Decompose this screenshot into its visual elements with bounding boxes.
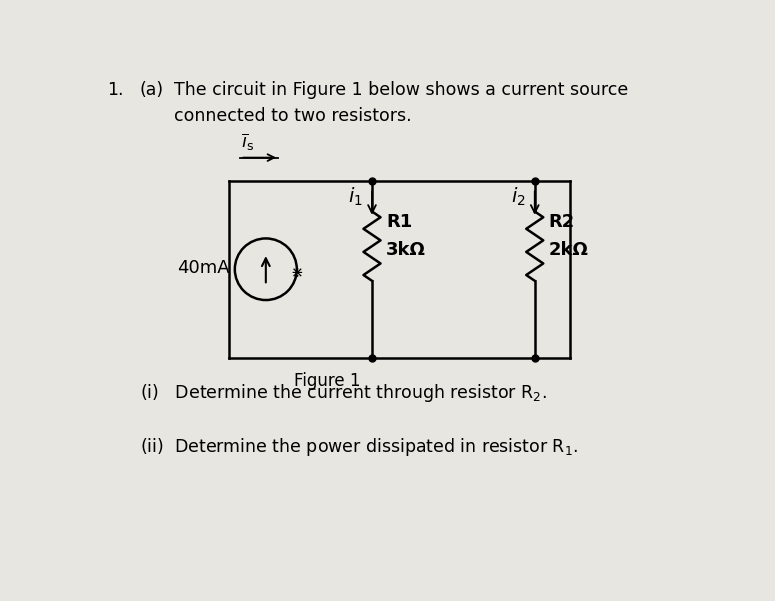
Text: 3kΩ: 3kΩ bbox=[386, 241, 425, 259]
Text: (ii)  Determine the power dissipated in resistor $\mathrm{R}_1$.: (ii) Determine the power dissipated in r… bbox=[140, 436, 577, 459]
Text: Figure 1: Figure 1 bbox=[294, 371, 360, 389]
Text: R2: R2 bbox=[549, 213, 575, 231]
Text: 40mA: 40mA bbox=[177, 258, 230, 276]
Text: $i_1$: $i_1$ bbox=[348, 185, 363, 207]
Text: The circuit in Figure 1 below shows a current source: The circuit in Figure 1 below shows a cu… bbox=[174, 81, 629, 99]
Text: (i)   Determine the current through resistor $\mathrm{R}_2$.: (i) Determine the current through resist… bbox=[140, 382, 546, 404]
Text: connected to two resistors.: connected to two resistors. bbox=[174, 107, 412, 125]
Text: R1: R1 bbox=[386, 213, 412, 231]
Text: $i_2$: $i_2$ bbox=[511, 185, 525, 207]
Text: $\divideontimes$: $\divideontimes$ bbox=[290, 266, 303, 281]
Text: 2kΩ: 2kΩ bbox=[549, 241, 588, 259]
Text: (a): (a) bbox=[140, 81, 164, 99]
Text: $\overline{\imath}_{\mathrm{s}}$: $\overline{\imath}_{\mathrm{s}}$ bbox=[241, 132, 254, 153]
Text: 1.: 1. bbox=[107, 81, 123, 99]
